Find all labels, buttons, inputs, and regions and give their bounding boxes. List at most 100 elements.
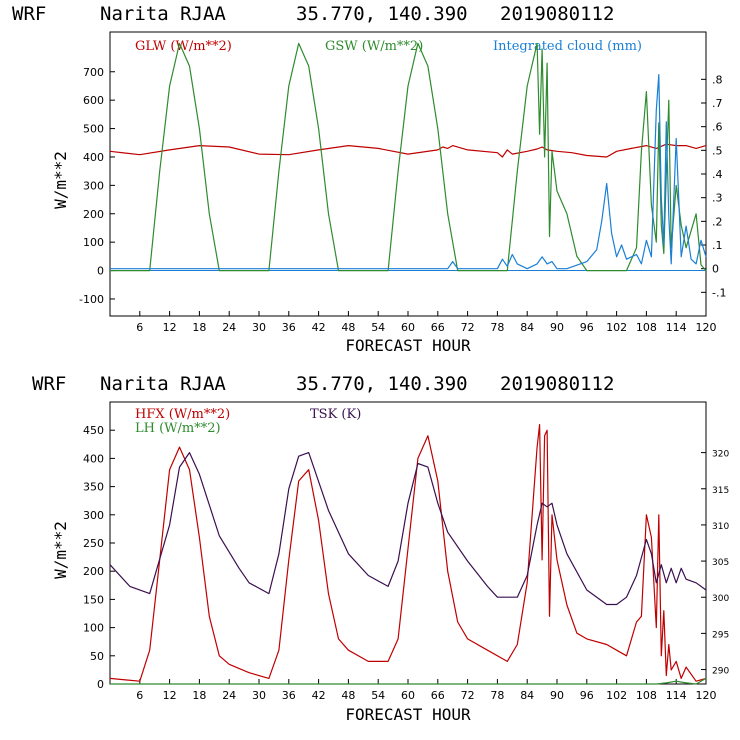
y-tick-label: 0: [97, 265, 104, 278]
legend-gsw: GSW (W/m**2): [325, 39, 423, 54]
x-tick-label: 96: [580, 321, 594, 334]
series-line-purple: [109, 452, 707, 606]
x-tick-label: 108: [636, 321, 657, 334]
panel-bottom-frame: [109, 401, 707, 685]
panel-bottom-init: 2019080112: [500, 373, 614, 395]
y-tick-label: -100: [79, 293, 104, 306]
x-tick-label: 90: [550, 689, 564, 702]
x-tick-label: 60: [401, 321, 415, 334]
y-tick-label: 300: [83, 179, 104, 192]
x-tick-label: 24: [222, 321, 236, 334]
y-tick-label: 100: [83, 622, 104, 635]
panel-bottom-plot: 6 12 18 24 30 36 42 48 54 60 66 72 78 84 90 96 102 108 114…: [83, 424, 729, 702]
x-tick-label: 66: [431, 321, 445, 334]
y-tick-label: 100: [83, 236, 104, 249]
x-tick-label: 78: [490, 689, 504, 702]
panel-top-plot: 6 12 18 24 30 36 42 48 54 60 66 72 78 84 90 96 102 108 114…: [79, 42, 726, 334]
y2-tick-label: .4: [712, 168, 723, 181]
y-tick-label: 700: [83, 66, 104, 79]
series-line-red: [109, 143, 707, 158]
panel-top-station: Narita RJAA: [100, 3, 226, 25]
y-tick-label: 500: [83, 123, 104, 136]
y2-tick-label: 300: [712, 594, 729, 604]
panel-top: WRF Narita RJAA 35.770, 140.390 20190801…: [12, 3, 726, 355]
x-tick-label: 114: [666, 321, 687, 334]
x-tick-label: 24: [222, 689, 236, 702]
x-tick-label: 48: [341, 689, 355, 702]
y-tick-label: 400: [83, 151, 104, 164]
y2-tick-label: 315: [712, 486, 729, 496]
x-tick-label: 42: [312, 689, 326, 702]
y-tick-label: 400: [83, 452, 104, 465]
panel-top-xlabel: FORECAST HOUR: [345, 336, 471, 355]
x-tick-label: 42: [312, 321, 326, 334]
x-tick-label: 60: [401, 689, 415, 702]
y-tick-label: 150: [83, 593, 104, 606]
panel-bottom-ylabel: W/m**2: [51, 521, 70, 579]
panel-bottom-xlabel: FORECAST HOUR: [345, 705, 471, 724]
y2-tick-label: .7: [712, 97, 723, 110]
y-tick-label: 300: [83, 509, 104, 522]
y-tick-label: 250: [83, 537, 104, 550]
y2-tick-label: 320: [712, 450, 729, 460]
x-tick-label: 54: [371, 321, 385, 334]
x-tick-label: 36: [282, 689, 296, 702]
x-tick-label: 6: [136, 321, 143, 334]
x-tick-label: 84: [520, 321, 534, 334]
y2-tick-label: -.1: [712, 286, 726, 299]
y-tick-label: 50: [90, 650, 104, 663]
x-tick-label: 72: [461, 689, 475, 702]
legend-glw: GLW (W/m**2): [135, 39, 232, 54]
y-tick-label: 200: [83, 208, 104, 221]
y2-tick-label: 295: [712, 630, 729, 640]
x-tick-label: 90: [550, 321, 564, 334]
y2-tick-label: 0: [712, 263, 719, 276]
x-tick-label: 12: [163, 321, 177, 334]
x-tick-label: 48: [341, 321, 355, 334]
y-tick-label: 0: [97, 678, 104, 691]
panel-top-init: 2019080112: [500, 3, 614, 25]
x-tick-label: 36: [282, 321, 296, 334]
y-tick-label: 200: [83, 565, 104, 578]
series-line-green: [110, 677, 707, 685]
y2-tick-label: .3: [712, 192, 723, 205]
y-tick-label: 600: [83, 94, 104, 107]
y2-tick-label: .5: [712, 144, 723, 157]
x-tick-label: 114: [666, 689, 687, 702]
y2-tick-label: .8: [712, 73, 723, 86]
x-tick-label: 120: [696, 321, 717, 334]
x-tick-label: 108: [636, 689, 657, 702]
x-tick-label: 12: [163, 689, 177, 702]
x-tick-label: 120: [696, 689, 717, 702]
x-tick-label: 30: [252, 321, 266, 334]
x-tick-label: 18: [192, 321, 206, 334]
panel-bottom-model: WRF: [32, 373, 66, 395]
series-line-red: [109, 424, 707, 682]
x-tick-label: 96: [580, 689, 594, 702]
y2-tick-label: 290: [712, 667, 729, 677]
x-tick-label: 78: [490, 321, 504, 334]
series-line-blue: [110, 73, 707, 270]
series-line-green: [110, 42, 707, 272]
x-tick-label: 30: [252, 689, 266, 702]
x-tick-label: 66: [431, 689, 445, 702]
legend-cloud: Integrated cloud (mm): [493, 39, 642, 54]
y-tick-label: 450: [83, 424, 104, 437]
y2-tick-label: 310: [712, 522, 729, 532]
legend-lh: LH (W/m**2): [135, 421, 221, 436]
legend-hfx: HFX (W/m**2): [135, 407, 230, 422]
panel-top-coords: 35.770, 140.390: [296, 3, 468, 25]
legend-tsk: TSK (K): [310, 407, 361, 422]
y2-tick-label: .1: [712, 239, 723, 252]
x-tick-label: 18: [192, 689, 206, 702]
x-tick-label: 6: [136, 689, 143, 702]
x-tick-label: 72: [461, 321, 475, 334]
y2-tick-label: .6: [712, 121, 723, 134]
x-tick-label: 102: [606, 321, 627, 334]
panel-top-model: WRF: [12, 3, 46, 25]
y2-tick-label: 305: [712, 558, 729, 568]
panel-top-ylabel: W/m**2: [51, 151, 70, 209]
x-tick-label: 84: [520, 689, 534, 702]
panel-bottom-coords: 35.770, 140.390: [296, 373, 468, 395]
